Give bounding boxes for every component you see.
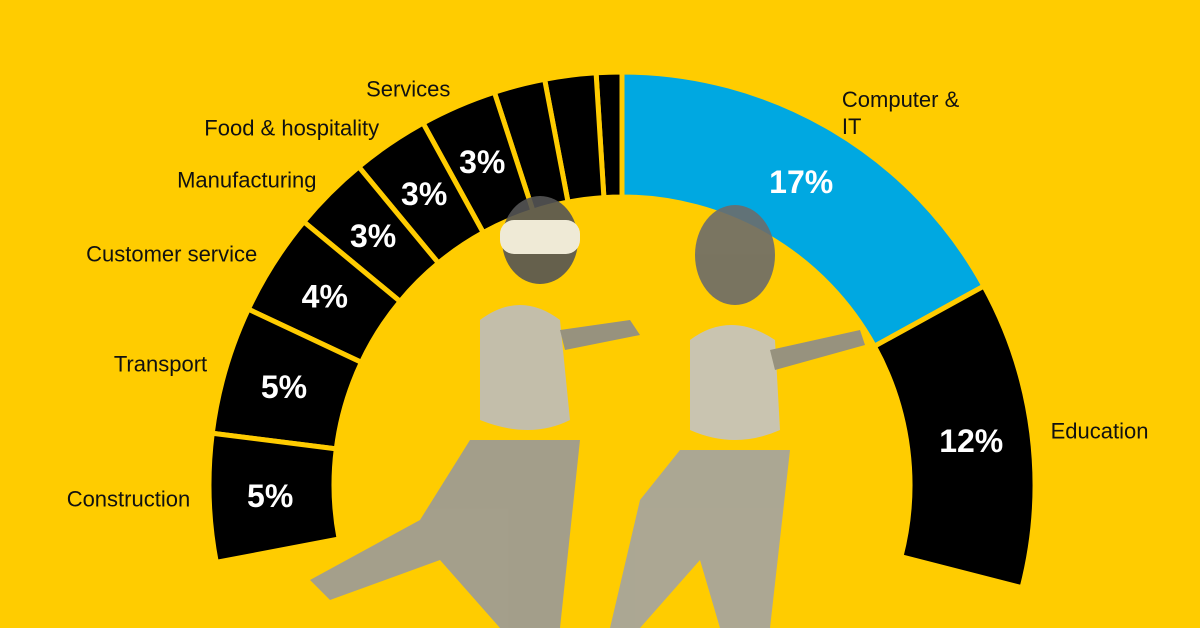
value-label: 17% bbox=[769, 164, 833, 200]
donut-segment bbox=[355, 119, 487, 267]
donut-segment bbox=[870, 282, 1038, 591]
value-label: 3% bbox=[401, 176, 447, 212]
donut-segment bbox=[541, 70, 607, 206]
arm bbox=[560, 320, 640, 350]
category-label: Computer & IT bbox=[841, 87, 960, 140]
value-label: 5% bbox=[261, 369, 307, 405]
head bbox=[695, 205, 775, 305]
category-label: Services bbox=[366, 76, 451, 102]
category-label: Customer service bbox=[86, 241, 258, 267]
category-label: Education bbox=[1050, 418, 1149, 444]
value-label: 5% bbox=[247, 478, 293, 514]
donut-segment bbox=[244, 218, 404, 366]
value-label: 3% bbox=[459, 144, 505, 180]
value-label: 4% bbox=[302, 278, 348, 314]
value-label: 12% bbox=[939, 423, 1003, 459]
torso bbox=[690, 325, 780, 440]
donut-segment bbox=[419, 89, 537, 237]
category-label: Food & hospitality bbox=[204, 115, 380, 141]
donut-segment bbox=[300, 163, 442, 305]
donut-segment bbox=[209, 305, 365, 452]
value-label: 3% bbox=[350, 218, 396, 254]
donut: 17%12%3%3%3%4%5%5% bbox=[206, 69, 1038, 591]
vr-headset bbox=[500, 220, 580, 254]
legs bbox=[610, 450, 790, 628]
torso bbox=[480, 305, 570, 430]
legs bbox=[310, 440, 580, 628]
category-label: Manufacturing bbox=[177, 167, 317, 193]
arm bbox=[770, 330, 865, 370]
category-label: Construction bbox=[66, 486, 191, 512]
category-label: Transport bbox=[113, 351, 208, 377]
donut-segment bbox=[206, 430, 343, 566]
photo-figures bbox=[310, 196, 865, 628]
